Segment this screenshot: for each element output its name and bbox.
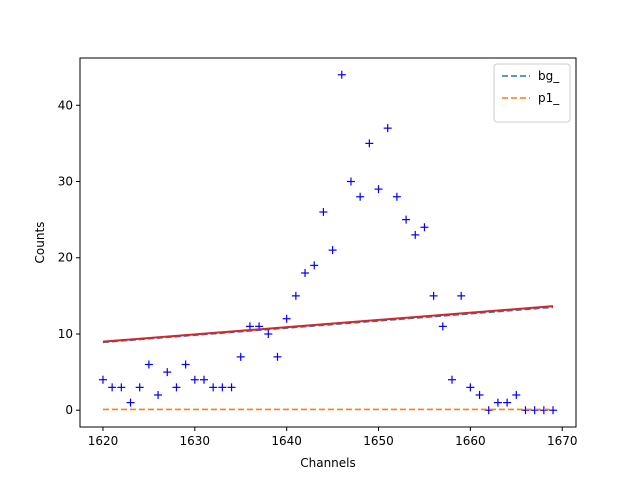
data-point [291, 291, 300, 300]
data-point [98, 375, 107, 384]
data-point [117, 383, 126, 392]
data-point [135, 383, 144, 392]
data-point [218, 383, 227, 392]
data-point [392, 192, 401, 201]
data-point [108, 383, 117, 392]
y-tick-label: 0 [65, 403, 73, 417]
y-tick-label: 10 [58, 327, 73, 341]
data-point [420, 223, 429, 232]
data-point [457, 291, 466, 300]
y-tick-label: 40 [58, 98, 73, 112]
data-point [144, 360, 153, 369]
x-tick-label: 1620 [88, 434, 119, 448]
data-point [301, 268, 310, 277]
x-tick-label: 1660 [455, 434, 486, 448]
data-point [429, 291, 438, 300]
data-point [236, 352, 245, 361]
data-point [466, 383, 475, 392]
data-point [438, 322, 447, 331]
data-point [209, 383, 218, 392]
data-point [411, 230, 420, 239]
data-point [310, 261, 319, 270]
data-point [154, 390, 163, 399]
x-tick-label: 1630 [180, 434, 211, 448]
data-point [493, 398, 502, 407]
legend-box [493, 63, 571, 123]
data-point [356, 192, 365, 201]
data-point [383, 124, 392, 133]
data-point [402, 215, 411, 224]
data-point [273, 352, 282, 361]
legend-label: p1_ [538, 91, 560, 105]
data-point [200, 375, 208, 384]
y-tick-label: 30 [58, 175, 73, 189]
data-point [448, 375, 456, 384]
plot-area [98, 70, 558, 415]
data-point [337, 70, 346, 79]
legend-label: bg_ [538, 69, 560, 83]
x-tick-label: 1650 [363, 434, 394, 448]
data-point [126, 398, 135, 407]
data-point [227, 383, 236, 392]
x-axis: 1620 1630 1640 1650 1660 1670 [88, 427, 578, 448]
data-point [181, 360, 190, 369]
data-point [475, 390, 484, 399]
x-tick-label: 1670 [547, 434, 578, 448]
data-point [346, 177, 355, 186]
data-point [328, 246, 337, 255]
data-point [374, 185, 383, 194]
y-axis: 0 10 20 30 40 [58, 98, 80, 417]
data-point [172, 383, 181, 392]
fit-line [102, 305, 554, 343]
legend: bg_ p1_ [493, 63, 571, 123]
x-tick-label: 1640 [271, 434, 302, 448]
data-point [365, 139, 374, 148]
x-axis-label: Channels [300, 456, 356, 470]
data-point [264, 329, 273, 338]
axes-frame [79, 57, 577, 428]
data-point [190, 375, 199, 384]
y-tick-label: 20 [58, 251, 73, 265]
data-point [245, 322, 254, 331]
data-point [319, 208, 328, 217]
y-axis-label: Counts [33, 222, 47, 264]
data-point [503, 398, 512, 407]
data-point [512, 390, 521, 399]
data-point [282, 314, 291, 323]
data-point [163, 368, 172, 377]
